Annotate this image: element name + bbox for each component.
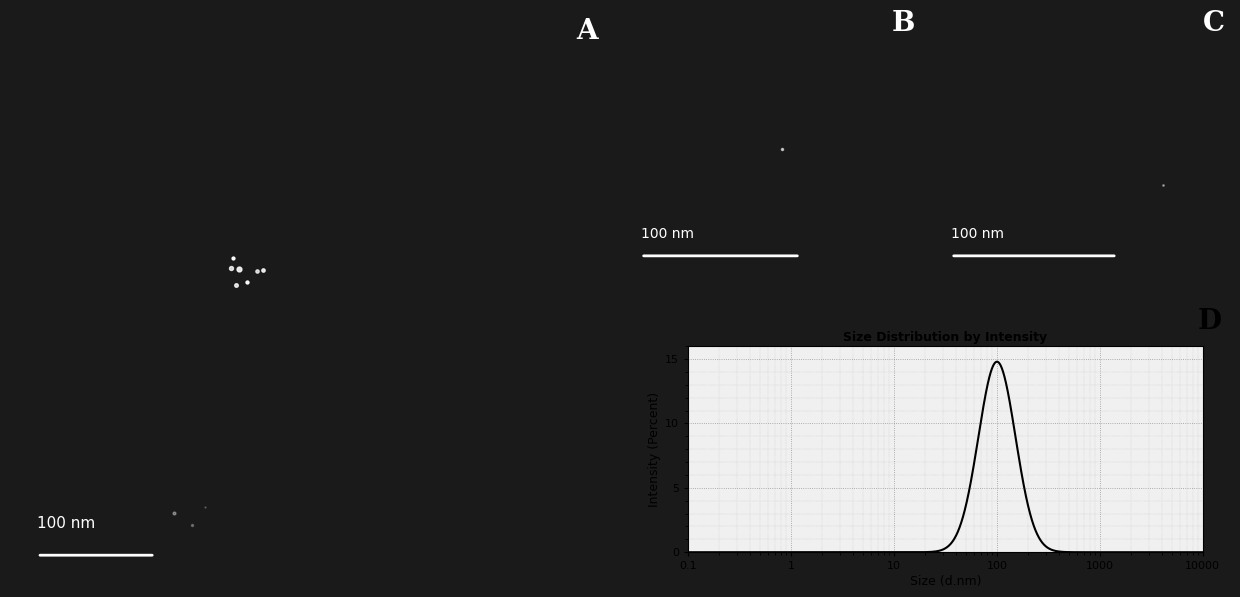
Text: B: B <box>892 10 915 37</box>
Title: Size Distribution by Intensity: Size Distribution by Intensity <box>843 331 1048 344</box>
Y-axis label: Intensity (Percent): Intensity (Percent) <box>649 392 661 507</box>
Text: D: D <box>1198 308 1221 335</box>
Text: 100 nm: 100 nm <box>37 516 95 531</box>
Text: A: A <box>577 18 598 45</box>
Text: C: C <box>1203 10 1225 37</box>
Text: 100 nm: 100 nm <box>951 227 1004 241</box>
X-axis label: Size (d.nm): Size (d.nm) <box>910 576 981 589</box>
Text: 100 nm: 100 nm <box>641 227 694 241</box>
